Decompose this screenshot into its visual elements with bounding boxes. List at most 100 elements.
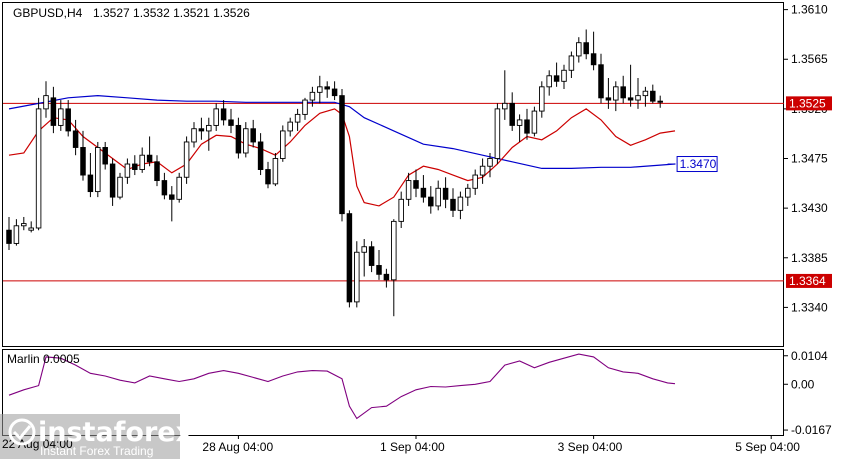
candle xyxy=(494,103,501,165)
candle xyxy=(317,75,323,104)
candle-body xyxy=(598,64,604,99)
candle-body xyxy=(494,108,501,159)
price-tick-label: 1.3565 xyxy=(791,52,828,66)
candle xyxy=(457,191,464,220)
candle-body xyxy=(13,225,20,244)
candle xyxy=(154,155,160,187)
candle xyxy=(391,219,397,317)
candle xyxy=(139,147,145,173)
candle xyxy=(183,136,190,184)
candle xyxy=(583,29,589,60)
candle-body xyxy=(139,154,145,170)
candle-body xyxy=(324,86,330,90)
candle-body xyxy=(95,147,101,193)
candle-body xyxy=(309,91,316,101)
watermark-brand: instaforex xyxy=(38,417,193,448)
time-tick-label: 28 Aug 04:00 xyxy=(202,440,273,454)
price-tick-label: 1.3610 xyxy=(791,3,828,17)
candle-body xyxy=(146,154,153,163)
candle xyxy=(13,219,20,246)
price-tick-label: 1.3340 xyxy=(791,300,828,314)
candle xyxy=(642,86,649,107)
candle xyxy=(198,117,205,140)
candle-body xyxy=(169,194,175,200)
candle xyxy=(280,125,286,162)
candle-body xyxy=(6,229,12,244)
candle-body xyxy=(109,163,116,198)
candle-body xyxy=(80,147,86,176)
candle xyxy=(546,70,552,96)
time-tick-label: 3 Sep 04:00 xyxy=(558,440,623,454)
candle-body xyxy=(487,158,493,167)
watermark-tagline: Instant Forex Trading xyxy=(40,444,153,458)
candle xyxy=(361,239,367,277)
candle xyxy=(250,119,256,148)
candle-body xyxy=(465,187,471,198)
candle-body xyxy=(43,95,49,110)
candle-body xyxy=(428,196,434,207)
candle-body xyxy=(413,180,419,189)
candle-body xyxy=(516,119,523,126)
candle xyxy=(613,81,619,112)
time-axis: 28 Aug 04:00 1 Sep 04:00 3 Sep 04:00 5 Sep … xyxy=(202,435,800,454)
time-tick-label: 1 Sep 04:00 xyxy=(380,440,445,454)
candle-body xyxy=(576,42,582,57)
candle-body xyxy=(302,99,308,115)
candle xyxy=(635,77,641,109)
level-tag-label: 1.3470 xyxy=(680,157,717,171)
candle xyxy=(35,97,42,231)
candle xyxy=(124,158,131,184)
candle-body xyxy=(398,198,404,222)
candle-body xyxy=(627,97,634,101)
candle-body xyxy=(635,95,641,101)
candle-body xyxy=(243,128,249,154)
candle xyxy=(72,119,79,156)
candle xyxy=(502,70,508,120)
candle-body xyxy=(361,246,367,253)
candle-body xyxy=(346,213,353,303)
candle-body xyxy=(280,130,286,159)
oscillator-line xyxy=(8,353,676,420)
candle xyxy=(531,106,538,137)
candle xyxy=(354,241,360,308)
candle xyxy=(50,86,57,134)
candle-body xyxy=(442,187,449,200)
candle-body xyxy=(265,169,271,185)
candle xyxy=(21,216,27,231)
candle-body xyxy=(65,108,71,132)
candle-body xyxy=(613,86,619,101)
candle xyxy=(132,155,138,176)
candle-body xyxy=(294,113,301,123)
candle-body xyxy=(161,180,168,196)
candle-body xyxy=(72,130,79,148)
price-tick-label: 1.3385 xyxy=(791,251,828,265)
candle xyxy=(428,186,434,214)
candle-body xyxy=(605,97,612,101)
candle xyxy=(272,152,279,187)
candle xyxy=(43,81,49,118)
level-tag-outline xyxy=(676,156,718,173)
candle-body xyxy=(383,273,390,281)
level-tag-label: 1.3364 xyxy=(789,274,826,288)
candle-body xyxy=(354,251,360,303)
candle xyxy=(169,186,175,222)
candle-body xyxy=(546,75,552,88)
candle xyxy=(331,81,338,101)
price-axis: 1.36101.35651.35201.34751.34301.33851.33… xyxy=(784,3,828,314)
candle xyxy=(376,250,382,280)
candle-body xyxy=(524,119,530,134)
candle-body xyxy=(87,174,94,193)
candle xyxy=(265,161,271,189)
candle xyxy=(302,97,308,120)
ma-slow-line xyxy=(8,94,676,169)
level-tag xyxy=(786,273,832,288)
oscillator-tick-label: 0.0104 xyxy=(791,349,828,363)
price-tick-label: 1.3475 xyxy=(791,152,828,166)
candle-body xyxy=(457,196,464,211)
candle-body xyxy=(58,108,64,126)
ohlc-readout: 1.3527 1.3532 1.3521 1.3526 xyxy=(93,6,250,20)
candle xyxy=(450,188,456,217)
candle-body xyxy=(420,187,427,198)
candle xyxy=(95,141,101,198)
candle-body xyxy=(339,95,345,215)
